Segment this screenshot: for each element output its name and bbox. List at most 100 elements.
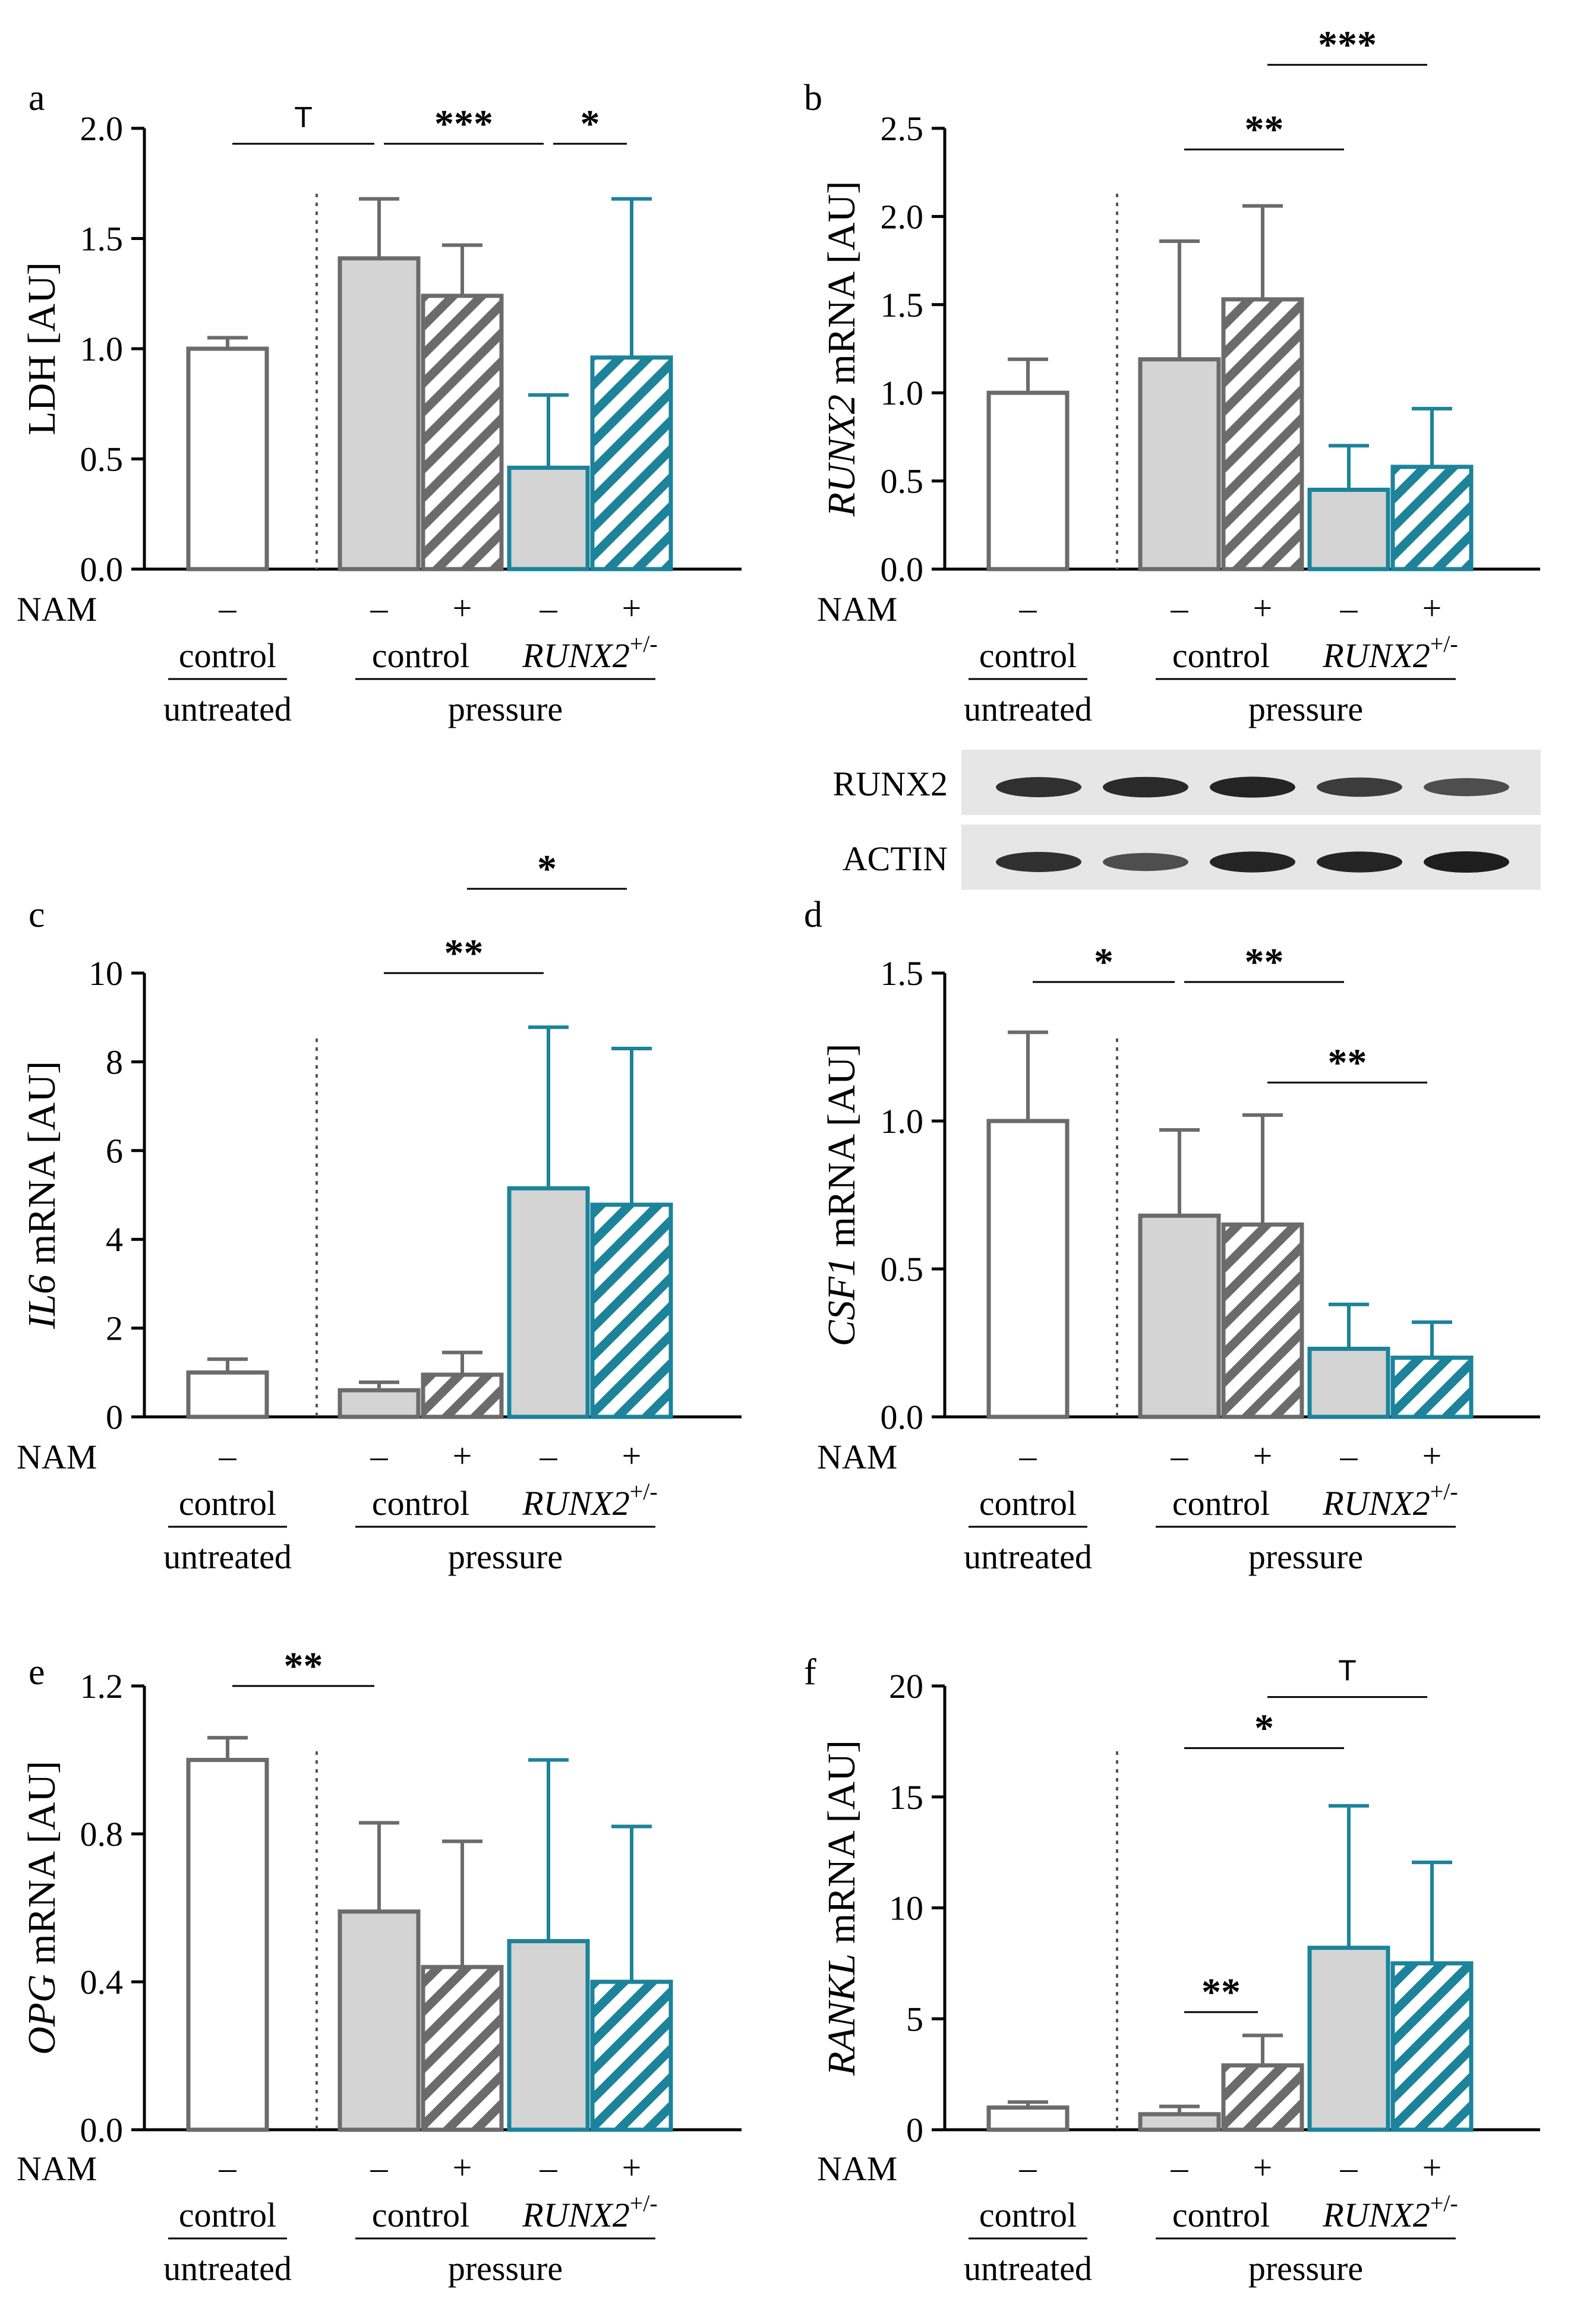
y-tick-label: 4 [106,1220,123,1259]
y-axis-label: CSF1 mRNA [AU] [820,1044,863,1347]
label-control-pressure: control [372,2196,469,2234]
label-untreated: untreated [964,2249,1092,2288]
significance-label: ** [1245,108,1284,151]
label-runx2: RUNX2+/- [522,630,657,675]
label-runx2: RUNX2+/- [1322,1478,1458,1523]
nam-sign: + [453,2148,472,2187]
panel-letter: f [804,1652,816,1693]
label-untreated: untreated [163,2249,292,2288]
y-tick-label: 10 [89,954,123,993]
nam-sign: – [1019,589,1037,627]
label-control-pressure: control [372,1484,469,1523]
y-tick-label: 0.0 [80,550,124,589]
label-runx2-base: RUNX2 [522,2196,629,2234]
blot-band [1424,851,1509,873]
label-runx2: RUNX2+/- [522,1478,657,1523]
bar [507,465,590,571]
nam-sign: – [1171,589,1189,627]
y-tick-label: 0.0 [80,2111,124,2149]
bar [590,1202,673,1419]
nam-sign: – [540,1436,558,1475]
label-runx2: RUNX2+/- [1322,630,1458,675]
label-untreated: untreated [964,690,1092,728]
panel-e: e OPG mRNA [AU] 0.0 0.4 0.8 1.2 ** NAM – – + – + cont… [17,1644,742,2288]
panel-letter: b [804,78,822,118]
bar [1138,357,1221,571]
nam-sign: + [1422,1436,1442,1475]
bar [1390,465,1474,571]
label-pressure: pressure [448,2249,563,2288]
y-tick-label: 6 [106,1132,123,1170]
bar [337,256,421,571]
label-runx2-sup: +/- [1430,1478,1458,1505]
label-untreated: untreated [163,1537,292,1576]
y-tick-label: 15 [889,1778,923,1817]
nam-sign: – [1019,2148,1037,2187]
y-tick-label: 1.0 [881,1102,924,1141]
y-tick-label: 5 [906,2000,923,2038]
y-axis-label-unit: mRNA [AU] [820,181,863,394]
bar [1221,2063,1304,2132]
label-runx2-base: RUNX2 [1322,2196,1430,2234]
y-axis-label-gene: OPG [20,1974,64,2055]
y-axis-label: RUNX2 mRNA [AU] [820,181,863,517]
blot-band [996,852,1081,872]
y-axis-label-unit: LDH [AU] [20,262,64,435]
nam-label: NAM [817,2149,897,2188]
label-runx2: RUNX2+/- [1322,2190,1458,2234]
nam-sign: – [540,2148,558,2187]
label-control: control [979,2196,1077,2234]
bar [1138,1213,1221,1419]
nam-sign: + [1422,2148,1442,2187]
y-tick-label: 0 [906,2111,923,2149]
significance-label: ** [1328,1041,1367,1084]
label-control: control [179,2196,276,2234]
label-runx2-base: RUNX2 [522,1484,629,1523]
y-axis-label-gene: RANKL [820,1953,863,2076]
blot-band [1424,778,1509,797]
bar [337,1388,421,1419]
significance-label: T [294,102,312,134]
y-axis-label: OPG mRNA [AU] [20,1761,64,2055]
bar [1307,487,1390,571]
y-tick-label: 0.8 [80,1815,124,1853]
bar [986,1119,1070,1419]
y-tick-label: 1.5 [881,954,924,993]
label-control-pressure: control [1172,2196,1270,2234]
bar [421,1965,504,2132]
nam-sign: – [1171,2148,1189,2187]
blot-label: RUNX2 [833,765,948,803]
blot-band [1210,851,1295,873]
label-runx2-base: RUNX2 [1322,1484,1430,1523]
y-tick-label: 0.0 [881,1398,924,1436]
significance-label: ** [1201,1971,1241,2014]
label-untreated: untreated [964,1537,1092,1576]
bar [186,1370,269,1419]
y-tick-label: 0.5 [80,440,124,479]
bar [590,355,673,571]
y-tick-label: 2.0 [80,109,124,148]
label-control-pressure: control [1172,636,1270,675]
blot-band [1103,776,1188,798]
label-runx2: RUNX2+/- [522,2190,657,2234]
nam-sign: + [1253,589,1273,627]
panel-letter: d [804,895,822,935]
panel-letter: c [29,895,45,935]
blot-band [1317,851,1402,873]
nam-sign: – [370,1436,389,1475]
y-tick-label: 20 [889,1667,923,1706]
nam-sign: + [453,589,472,627]
label-runx2-base: RUNX2 [1322,636,1430,675]
bar [1138,2112,1221,2132]
y-tick-label: 1.0 [80,330,124,368]
label-pressure: pressure [1248,690,1363,728]
y-axis-label-unit: mRNA [AU] [20,1061,64,1274]
y-axis-label: LDH [AU] [20,262,64,435]
y-tick-label: 2 [106,1309,123,1348]
label-pressure: pressure [448,690,563,728]
nam-label: NAM [817,1438,897,1476]
bar [1307,1946,1390,2132]
